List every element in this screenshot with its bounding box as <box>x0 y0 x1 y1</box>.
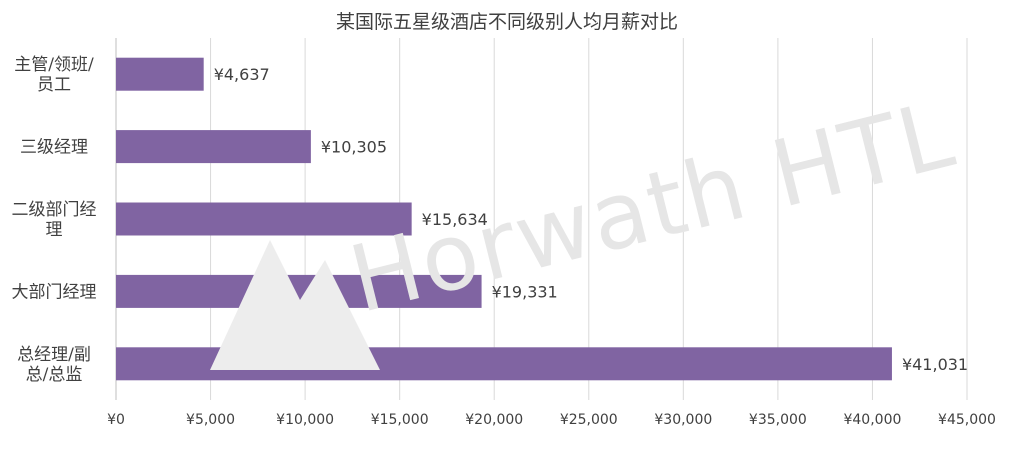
data-label: ¥19,331 <box>492 282 558 301</box>
data-label: ¥4,637 <box>214 65 270 84</box>
gridlines <box>115 38 968 400</box>
data-label: ¥41,031 <box>902 355 968 374</box>
x-tick-label: ¥20,000 <box>465 412 523 428</box>
bar <box>116 347 892 381</box>
data-labels: ¥4,637 ¥10,305 ¥15,634 ¥19,331 ¥41,031 <box>214 65 968 374</box>
category-label: 大部门经理 <box>12 282 97 302</box>
bar <box>116 57 204 91</box>
x-axis-ticks: ¥0 ¥5,000 ¥10,000 ¥15,000 ¥20,000 ¥25,000 ¥30,… <box>107 412 996 428</box>
category-label: 主管/领班/员工 <box>14 55 94 95</box>
x-tick-label: ¥0 <box>107 412 125 428</box>
x-tick-label: ¥25,000 <box>560 412 618 428</box>
bar <box>116 130 311 164</box>
x-tick-label: ¥5,000 <box>186 412 235 428</box>
bar <box>116 274 482 308</box>
bars <box>116 57 892 381</box>
category-label: 二级部门经理 <box>12 200 97 240</box>
category-label: 总经理/副总/总监 <box>17 345 91 385</box>
data-label: ¥15,634 <box>422 210 488 229</box>
chart-title: 某国际五星级酒店不同级别人均月薪对比 <box>336 11 678 33</box>
bar <box>116 202 412 236</box>
x-tick-label: ¥30,000 <box>654 412 712 428</box>
x-tick-label: ¥40,000 <box>843 412 901 428</box>
data-label: ¥10,305 <box>321 138 387 157</box>
x-tick-label: ¥10,000 <box>276 412 334 428</box>
x-tick-label: ¥45,000 <box>938 412 996 428</box>
category-label: 三级经理 <box>20 138 88 158</box>
x-tick-label: ¥35,000 <box>749 412 807 428</box>
x-tick-label: ¥15,000 <box>371 412 429 428</box>
